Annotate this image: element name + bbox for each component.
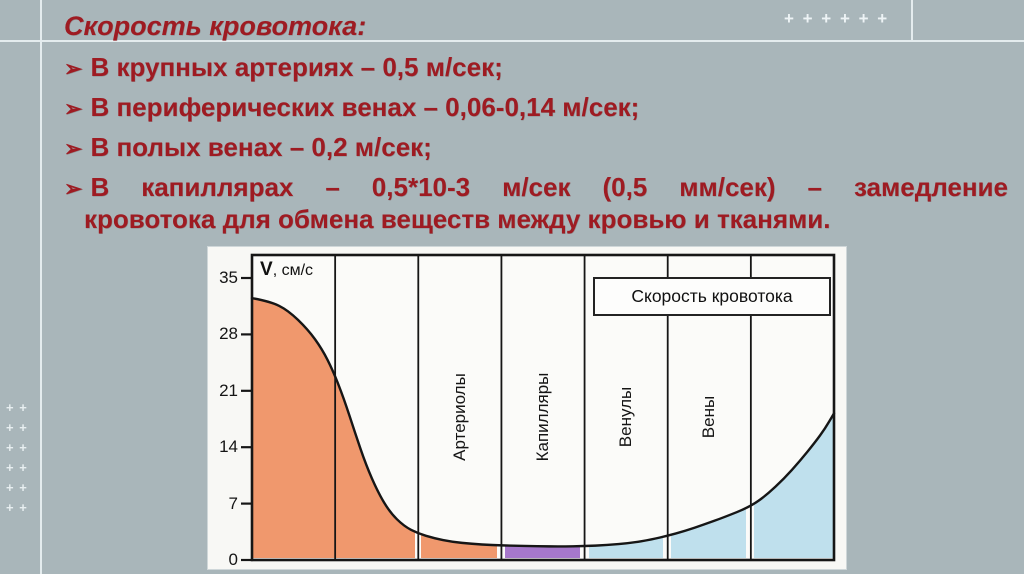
bullet-large-arteries: ➢ В крупных артериях – 0,5 м/сек; — [64, 52, 1008, 84]
y-tick-label: 35 — [219, 268, 238, 287]
bullet-vena-cava: ➢ В полых венах – 0,2 м/сек; — [64, 132, 1008, 164]
vessel-section-label: Артериолы — [449, 373, 469, 461]
horizontal-divider-line — [0, 40, 1024, 42]
bullet-text-line2: кровотока для обмена веществ между кровь… — [84, 204, 831, 234]
plus-decoration-row: + + — [6, 400, 28, 415]
plus-decoration-row: + + — [6, 420, 28, 435]
area-fill-segment — [671, 508, 746, 558]
chart-legend: Скорость кровотока — [593, 277, 831, 316]
vessel-section-label: Венулы — [616, 386, 636, 448]
bullet-text-line1: ➢ В капиллярах – 0,5*10-3 м/сек (0,5 мм/с… — [64, 172, 1008, 202]
y-tick-label: 28 — [219, 324, 238, 344]
bullet-arrow-icon: ➢ — [64, 176, 83, 201]
y-tick-label: 14 — [219, 437, 238, 457]
bullet-list: ➢ В крупных артериях – 0,5 м/сек; ➢ В пери… — [64, 52, 1008, 243]
bullet-text: В полых венах – 0,2 м/сек; — [90, 132, 432, 162]
area-fill-segment — [505, 545, 580, 558]
bullet-text: В периферических венах – 0,06-0,14 м/сек… — [90, 92, 640, 122]
bullet-peripheral-veins: ➢ В периферических венах – 0,06-0,14 м/се… — [64, 92, 1008, 124]
bullet-arrow-icon: ➢ — [64, 136, 83, 161]
plus-decoration-row: + + — [6, 500, 28, 515]
plus-decoration-row: + + — [6, 460, 28, 475]
bullet-capillaries: ➢ В капиллярах – 0,5*10-3 м/сек (0,5 мм/с… — [64, 172, 1008, 235]
y-axis-label: V, см/с — [260, 259, 314, 280]
plus-decoration-row: + + — [6, 480, 28, 495]
y-tick-label: 7 — [228, 493, 238, 513]
area-fill-segment — [252, 298, 415, 558]
bullet-arrow-icon: ➢ — [64, 56, 83, 81]
plus-decoration-row: + + — [6, 440, 28, 455]
plus-decoration-left: + + + + + + + + + + + + — [6, 398, 28, 518]
bullet-arrow-icon: ➢ — [64, 96, 83, 121]
area-fill-segment — [589, 536, 663, 558]
right-top-vertical-line — [911, 0, 913, 40]
y-tick-label: 21 — [219, 380, 238, 400]
blood-flow-velocity-chart: V, см/с Скорость кровотока 0 7 14 21 28 35 Арт… — [208, 247, 846, 569]
plus-decoration-top-right: + + + + + + — [784, 9, 890, 28]
area-fill-segment — [754, 413, 834, 558]
vessel-section-label: Капилляры — [533, 372, 552, 462]
left-vertical-line — [40, 0, 42, 574]
bullet-text: В крупных артериях – 0,5 м/сек; — [90, 52, 503, 82]
vessel-section-label: Вены — [699, 395, 719, 439]
plot-border — [250, 253, 836, 562]
slide-title: Скорость кровотока: — [64, 11, 367, 41]
y-tick-label: 0 — [228, 550, 238, 569]
velocity-curve — [250, 296, 836, 548]
